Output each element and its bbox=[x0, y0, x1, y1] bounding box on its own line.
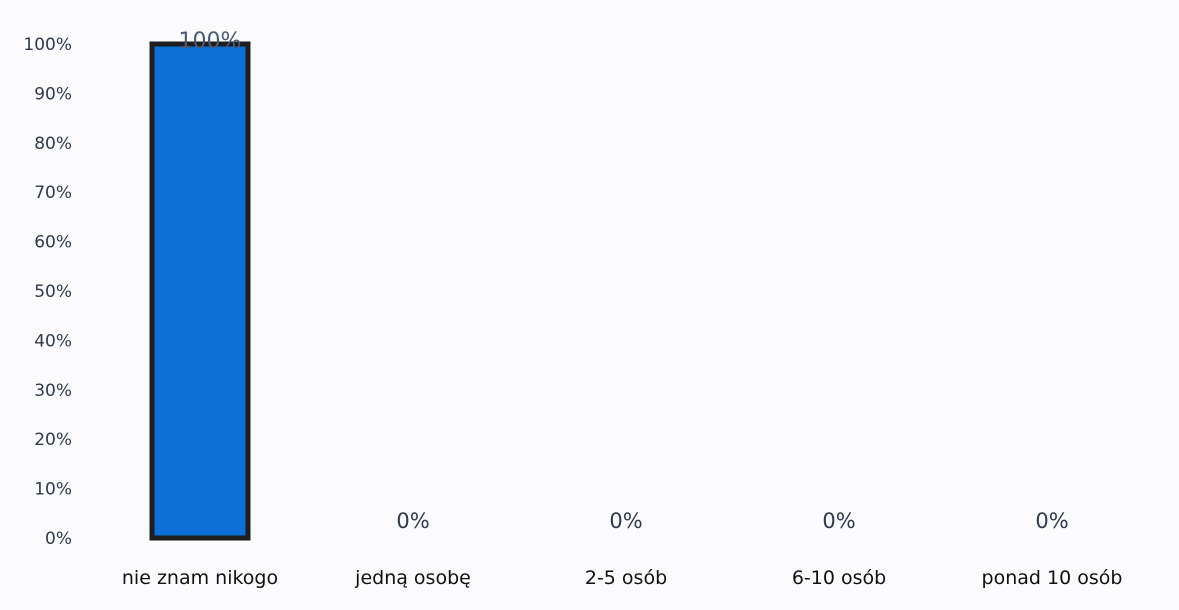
y-tick-label: 40% bbox=[34, 331, 72, 351]
x-tick-label: 2-5 osób bbox=[585, 567, 667, 589]
y-axis: 0% 10% 20% 30% 40% 50% 60% 70% 80% 90% 100% bbox=[23, 35, 72, 549]
y-tick-label: 80% bbox=[34, 134, 72, 154]
y-tick-label: 70% bbox=[34, 183, 72, 203]
y-tick-label: 30% bbox=[34, 381, 72, 401]
data-label: 100% bbox=[179, 29, 242, 54]
y-tick-label: 60% bbox=[34, 233, 72, 253]
x-tick-label: jedną osobę bbox=[354, 567, 471, 589]
y-tick-label: 10% bbox=[34, 480, 72, 500]
data-label: 0% bbox=[609, 509, 642, 533]
y-tick-label: 0% bbox=[45, 529, 72, 549]
data-label: 0% bbox=[822, 509, 855, 533]
data-labels: 100% 0% 0% 0% 0% bbox=[179, 29, 1069, 533]
x-axis: nie znam nikogo jedną osobę 2-5 osób 6-10 o… bbox=[122, 567, 1123, 589]
bar bbox=[149, 41, 251, 541]
data-label: 0% bbox=[396, 509, 429, 533]
y-tick-label: 100% bbox=[23, 35, 72, 55]
bars bbox=[149, 41, 251, 541]
y-tick-label: 50% bbox=[34, 282, 72, 302]
x-tick-label: ponad 10 osób bbox=[982, 567, 1123, 589]
y-tick-label: 90% bbox=[34, 84, 72, 104]
y-tick-label: 20% bbox=[34, 430, 72, 450]
x-tick-label: nie znam nikogo bbox=[122, 567, 278, 589]
data-label: 0% bbox=[1035, 509, 1068, 533]
x-tick-label: 6-10 osób bbox=[792, 567, 886, 589]
